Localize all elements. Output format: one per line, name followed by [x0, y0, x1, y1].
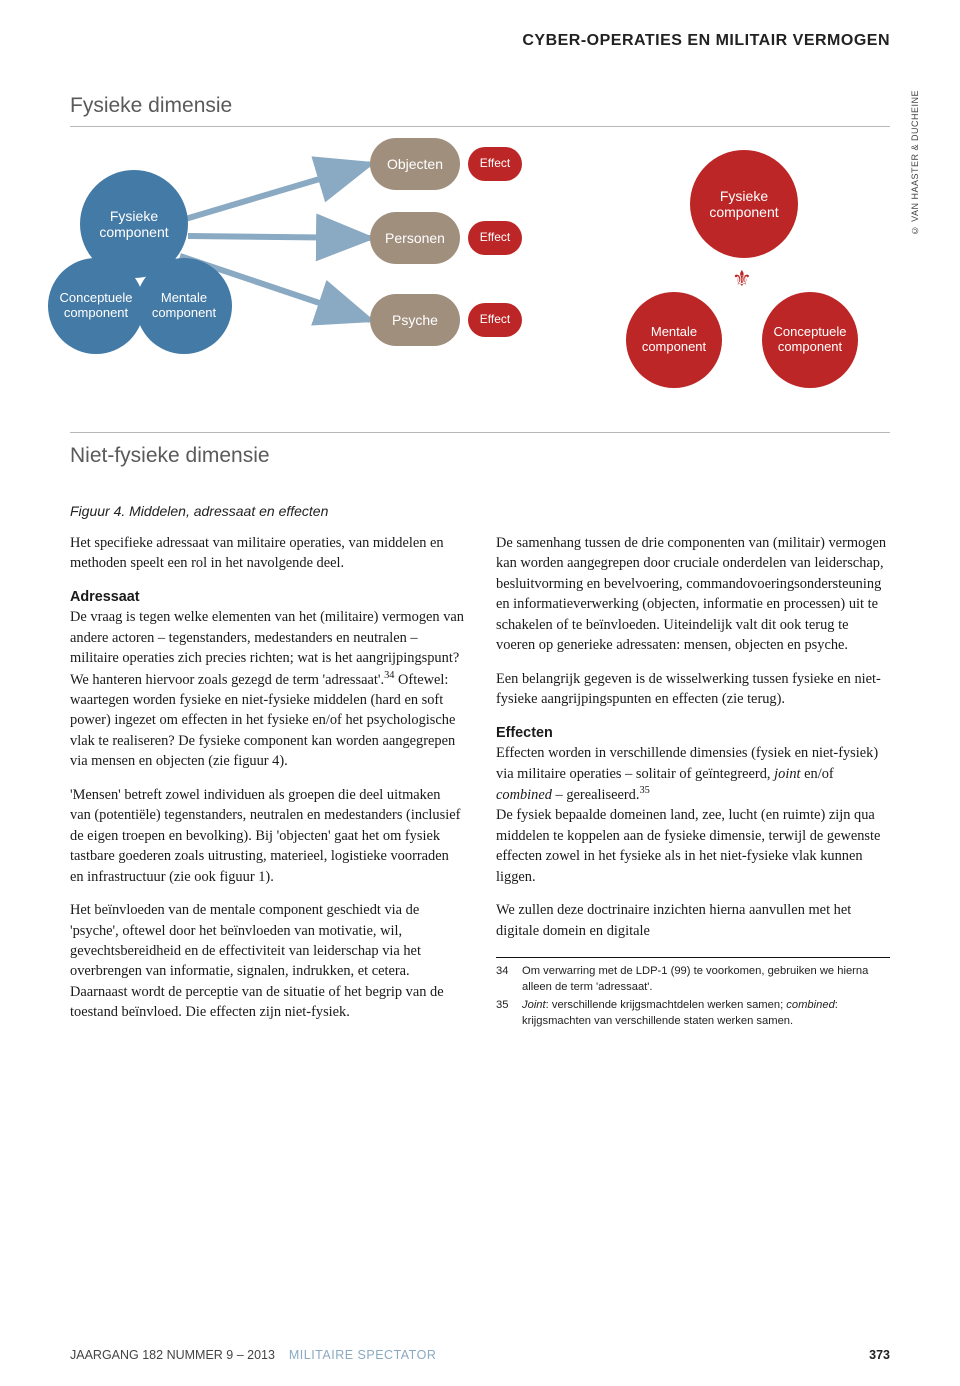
- figure-4-diagram: VAN HAASTER & DUCHEINE Fysieke dimensie …: [70, 80, 890, 485]
- node-effect-1: Effect: [468, 147, 522, 181]
- footer-issue: JAARGANG 182 NUMMER 9 – 2013: [70, 1348, 275, 1362]
- sup-35: 35: [639, 785, 649, 796]
- para-wisselwerking: Een belangrijk gegeven is de wisselwerki…: [496, 669, 890, 710]
- term-combined: combined: [496, 787, 552, 803]
- diagram-credit: VAN HAASTER & DUCHEINE: [910, 90, 920, 235]
- label-nonphysical-dimension: Niet-fysieke dimensie: [70, 444, 270, 468]
- column-right: De samenhang tussen de drie componenten …: [496, 533, 890, 1036]
- node-left-conceptual: Conceptuele component: [48, 258, 144, 354]
- para-effecten: Effecten Effecten worden in verschillend…: [496, 723, 890, 887]
- node-left-mental: Mentale component: [136, 258, 232, 354]
- footer-page-number: 373: [869, 1348, 890, 1362]
- para-intro: Het specifieke adressaat van militaire o…: [70, 533, 464, 574]
- para-mensen: 'Mensen' betreft zowel individuen als gr…: [70, 785, 464, 887]
- node-right-physical: Fysieke component: [690, 150, 798, 258]
- heading-effecten: Effecten: [496, 725, 553, 741]
- heading-adressaat: Adressaat: [70, 589, 140, 605]
- footer-left: JAARGANG 182 NUMMER 9 – 2013 MILITAIRE S…: [70, 1348, 436, 1362]
- fleur-icon: ⚜: [732, 266, 752, 292]
- footnote-rule: [496, 957, 890, 958]
- para-digitale: We zullen deze doctrinaire inzichten hie…: [496, 900, 890, 941]
- para-adressaat: Adressaat De vraag is tegen welke elemen…: [70, 587, 464, 772]
- figure-caption: Figuur 4. Middelen, adressaat en effecte…: [70, 503, 890, 519]
- footnote-35-b: : verschillende krijgsmachtdelen werken …: [546, 999, 787, 1011]
- para-samenhang: De samenhang tussen de drie componenten …: [496, 533, 890, 656]
- node-effect-2: Effect: [468, 221, 522, 255]
- footnote-34-text: Om verwarring met de LDP-1 (99) te voork…: [522, 964, 890, 995]
- para-domeinen: De fysiek bepaalde domeinen land, zee, l…: [496, 807, 880, 884]
- footnote-35: 35 Joint: verschillende krijgsmachtdelen…: [496, 998, 890, 1029]
- sup-34: 34: [384, 670, 394, 681]
- node-objects: Objecten: [370, 138, 460, 190]
- para-mentale: Het beïnvloeden van de mentale component…: [70, 900, 464, 1023]
- footnote-35-text: Joint: verschillende krijgsmachtdelen we…: [522, 998, 890, 1029]
- footnote-35-combined: combined: [786, 999, 835, 1011]
- page-header-title: CYBER-OPERATIES EN MILITAIR VERMOGEN: [70, 32, 890, 50]
- body-columns: Het specifieke adressaat van militaire o…: [70, 533, 890, 1036]
- para-eff-mid: en/of: [801, 766, 834, 782]
- footnote-35-num: 35: [496, 998, 514, 1029]
- node-right-conceptual: Conceptuele component: [762, 292, 858, 388]
- node-persons: Personen: [370, 212, 460, 264]
- page-footer: JAARGANG 182 NUMMER 9 – 2013 MILITAIRE S…: [70, 1348, 890, 1362]
- node-right-mental: Mentale component: [626, 292, 722, 388]
- divider-bottom: [70, 432, 890, 433]
- footnote-34: 34 Om verwarring met de LDP-1 (99) te vo…: [496, 964, 890, 995]
- column-left: Het specifieke adressaat van militaire o…: [70, 533, 464, 1036]
- footnote-35-joint: Joint: [522, 999, 546, 1011]
- footnote-34-num: 34: [496, 964, 514, 995]
- node-effect-3: Effect: [468, 303, 522, 337]
- term-joint: joint: [774, 766, 800, 782]
- para-eff-b: – gerealiseerd.: [552, 787, 640, 803]
- node-psyche: Psyche: [370, 294, 460, 346]
- footer-publication: MILITAIRE SPECTATOR: [289, 1348, 436, 1362]
